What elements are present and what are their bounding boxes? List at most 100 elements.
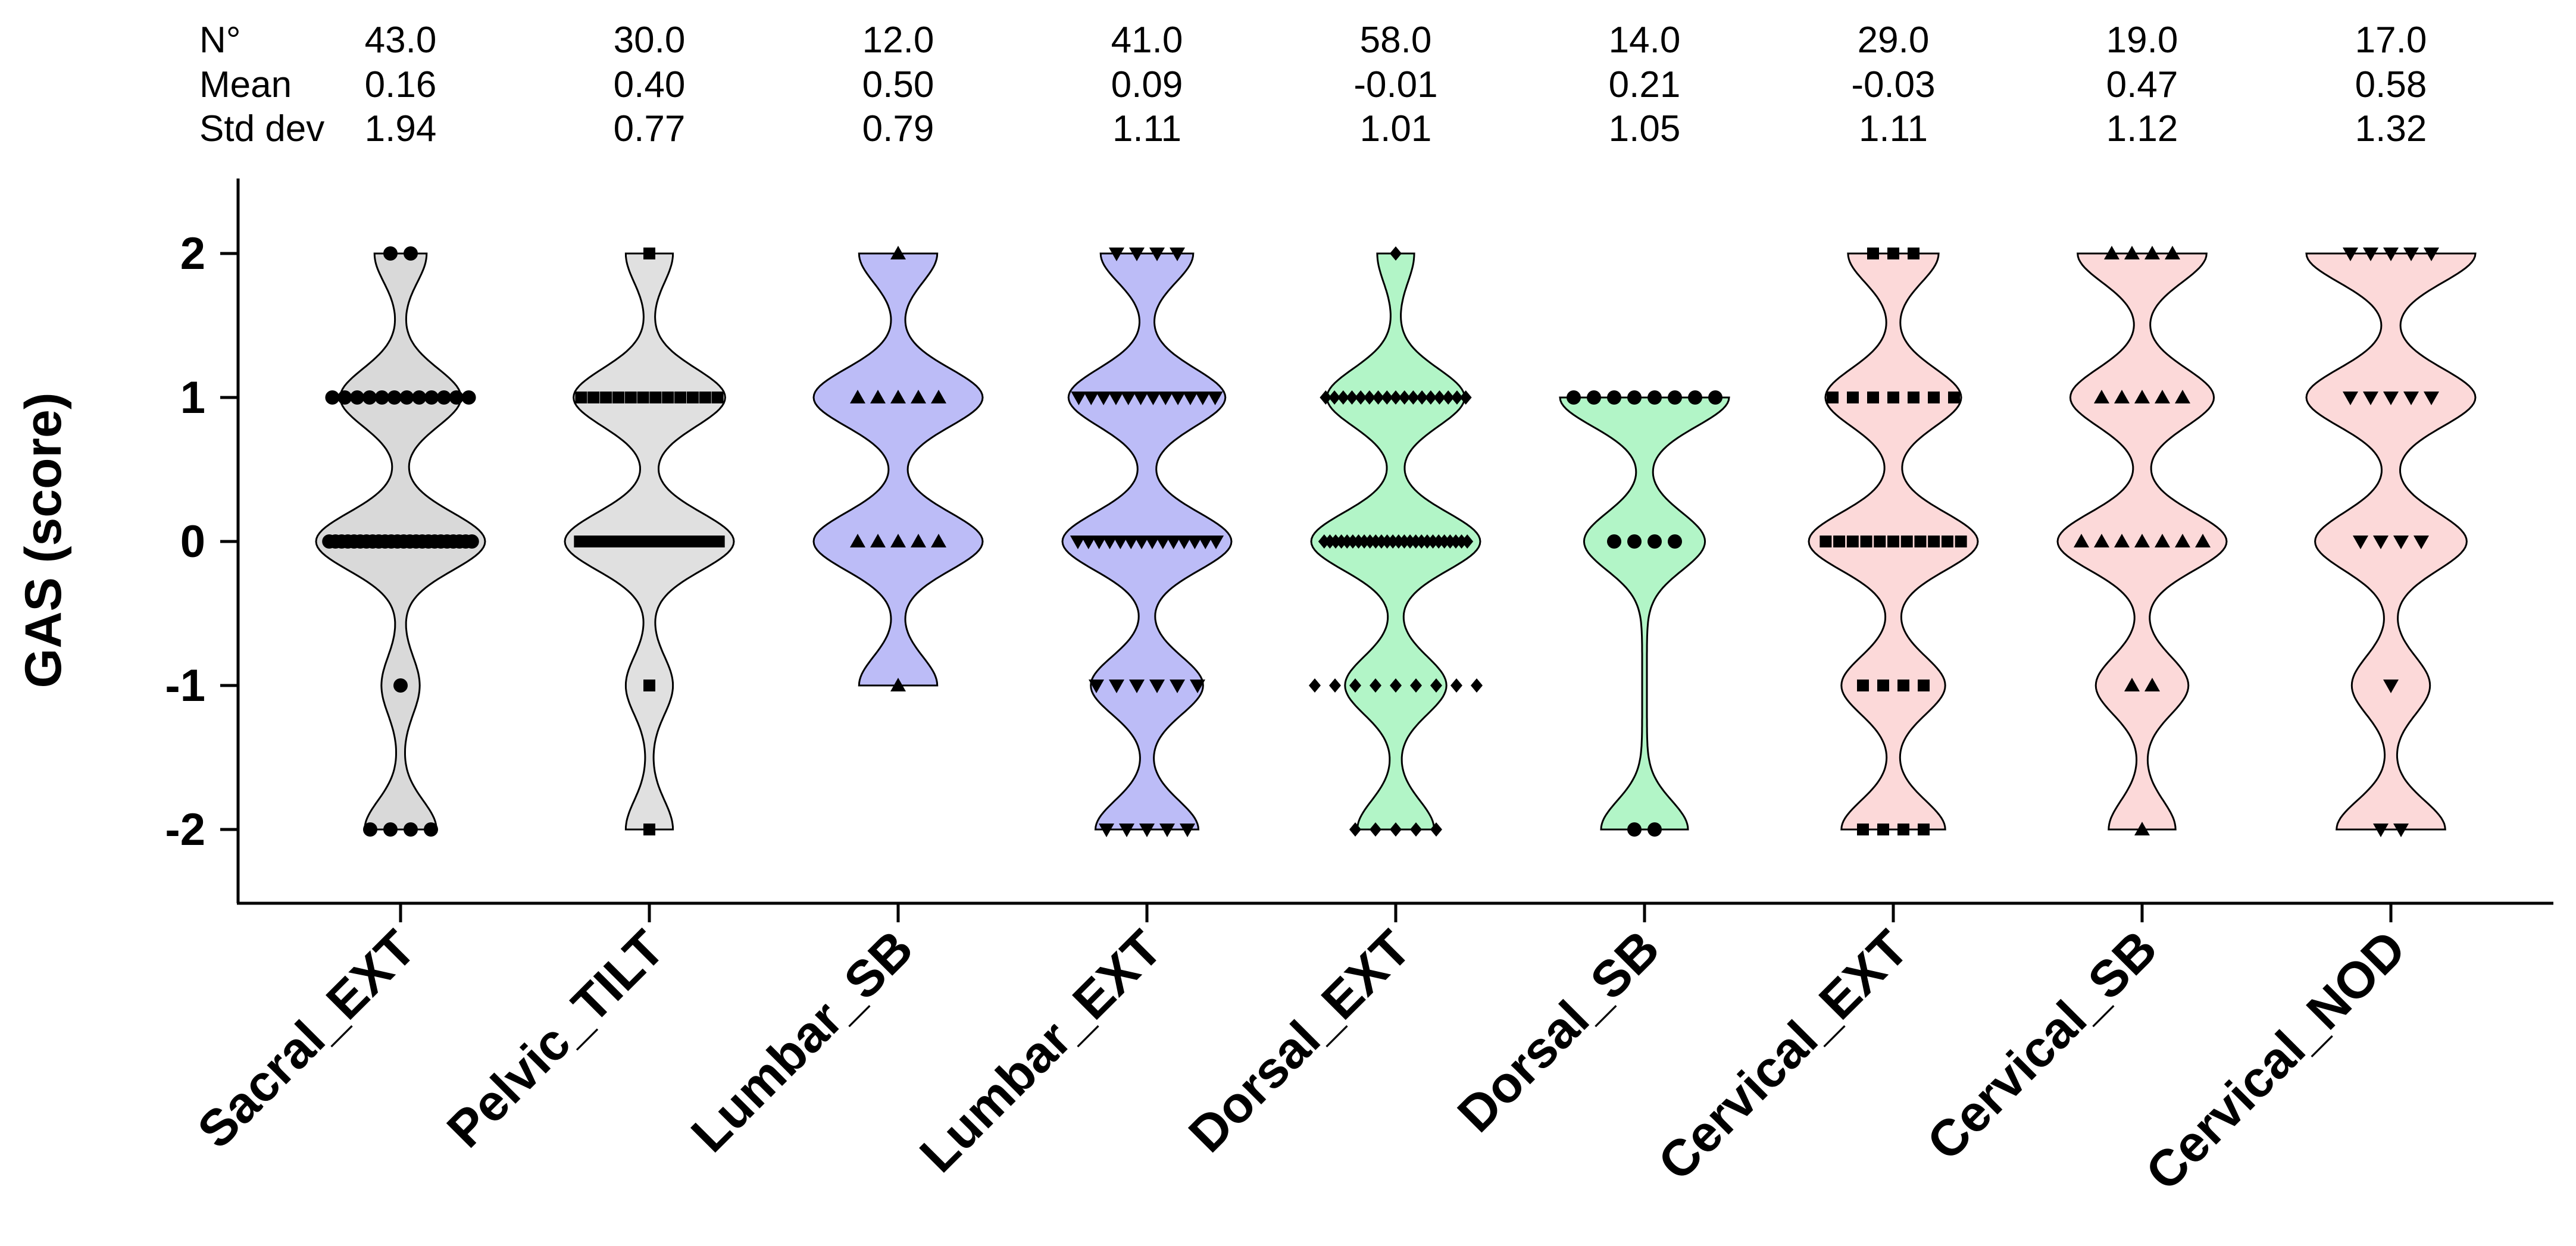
data-point [2353,536,2368,549]
data-point [1948,392,1960,403]
data-point [674,392,687,403]
data-point [2114,390,2130,403]
data-point [699,392,711,403]
data-point [424,822,438,837]
data-point [1190,680,1205,693]
data-point [1129,680,1145,693]
stat-n-value: 19.0 [2106,20,2178,61]
data-point [1363,390,1375,405]
data-point [1071,392,1087,405]
data-point [584,536,596,547]
stat-mean-value: 0.09 [1111,64,1183,105]
data-point [383,822,398,837]
data-point [1820,536,1832,547]
stat-mean-value: 0.50 [862,64,934,105]
data-point [1857,824,1869,835]
data-point [1309,678,1321,693]
data-point [1198,536,1214,549]
data-point [1647,822,1662,837]
data-point [637,392,649,403]
data-point [1109,680,1124,693]
data-point [633,536,646,547]
data-point [1887,536,1899,547]
data-point [1860,536,1872,547]
data-point [464,534,479,549]
data-point [374,390,389,405]
stat-sd-value: 1.12 [2106,108,2178,149]
data-point [1096,392,1112,405]
data-point [1083,392,1099,405]
data-point [393,678,408,693]
data-point [1887,248,1899,259]
data-point [1607,534,1621,549]
data-point [1390,246,1402,261]
data-point [653,536,665,547]
data-point [1390,822,1402,837]
data-point [587,392,600,403]
data-point [461,390,476,405]
data-point [1349,678,1361,693]
data-point [1133,392,1149,405]
data-point [2363,392,2378,405]
data-point [575,392,587,403]
data-point [1370,822,1381,837]
y-tick-label: 1 [180,372,205,423]
data-point [890,246,906,259]
data-point [623,536,636,547]
data-point [1170,680,1185,693]
data-point [2414,536,2429,549]
data-point [1847,392,1859,403]
data-point [1900,536,1913,547]
data-point [1833,536,1846,547]
data-point [1407,390,1420,405]
data-point [2393,536,2409,549]
data-point [663,536,676,547]
data-point [1887,392,1899,403]
data-point [1688,390,1702,405]
stat-sd-value: 1.01 [1360,108,1432,149]
data-point [1627,534,1642,549]
data-point [1080,536,1096,549]
y-tick-label: 2 [180,228,205,279]
data-point [2175,534,2190,547]
stat-n-value: 41.0 [1111,20,1183,61]
data-point [649,392,662,403]
data-point [1155,536,1171,549]
data-point [1089,680,1104,693]
data-point [2074,534,2089,547]
data-point [1708,390,1722,405]
data-point [387,390,402,405]
data-point [1129,248,1145,261]
data-point [350,390,365,405]
data-point [2363,248,2378,261]
data-point [911,390,926,403]
x-tick-label: Pelvic_TILT [436,920,675,1159]
x-tick-label: Cervical_NOD [2135,920,2416,1201]
data-point [436,390,451,405]
stats-label-mean: Mean [199,64,292,105]
data-point [890,678,906,691]
data-point [1424,390,1437,405]
data-point [911,534,926,547]
data-point [2134,822,2150,835]
data-point [363,822,377,837]
stat-sd-value: 1.11 [1112,108,1181,149]
data-point [1607,390,1621,405]
data-point [1587,390,1601,405]
data-point [1668,534,1682,549]
data-point [1109,248,1124,261]
data-point [1320,390,1332,405]
data-point [2155,390,2170,403]
data-point [2124,678,2140,691]
data-point [1897,824,1909,835]
data-point [850,390,865,403]
stats-values: 43.00.161.94 30.00.400.77 12.00.500.79 41.0… [365,20,2427,149]
data-point [2373,824,2389,837]
x-ticks: Sacral_EXT Pelvic_TILT Lumbar_SBLumbar_EXT… [187,903,2416,1201]
data-point [2383,248,2399,261]
stat-mean-value: 0.40 [614,64,686,105]
stats-label-n: N° [199,20,241,61]
data-point [1091,536,1107,549]
data-point [850,534,865,547]
x-tick-label: Lumbar_SB [680,920,924,1163]
